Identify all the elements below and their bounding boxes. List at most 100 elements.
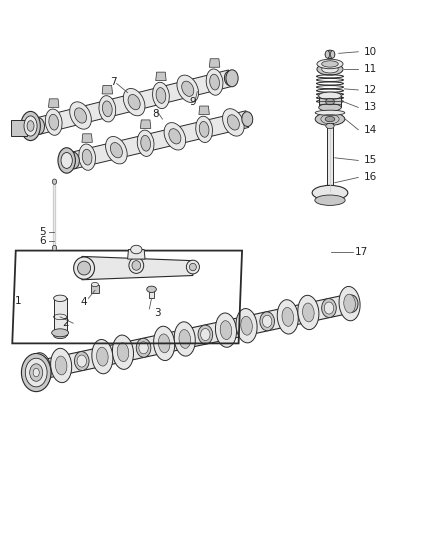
Ellipse shape bbox=[52, 329, 69, 337]
Ellipse shape bbox=[55, 356, 67, 375]
Ellipse shape bbox=[141, 135, 151, 151]
Ellipse shape bbox=[210, 74, 219, 90]
Ellipse shape bbox=[82, 149, 92, 165]
Ellipse shape bbox=[198, 325, 213, 344]
Ellipse shape bbox=[156, 87, 166, 103]
Ellipse shape bbox=[344, 294, 355, 313]
Ellipse shape bbox=[32, 118, 45, 134]
Ellipse shape bbox=[315, 110, 345, 115]
Polygon shape bbox=[82, 134, 92, 142]
Ellipse shape bbox=[99, 95, 116, 122]
Ellipse shape bbox=[137, 130, 154, 156]
Ellipse shape bbox=[317, 59, 343, 69]
Ellipse shape bbox=[282, 308, 293, 326]
Text: 17: 17 bbox=[355, 247, 368, 257]
Ellipse shape bbox=[74, 352, 89, 370]
Ellipse shape bbox=[241, 316, 252, 335]
Ellipse shape bbox=[326, 123, 334, 128]
Ellipse shape bbox=[53, 295, 67, 302]
Polygon shape bbox=[199, 106, 209, 115]
Text: 4: 4 bbox=[81, 297, 88, 307]
Ellipse shape bbox=[182, 81, 194, 96]
Ellipse shape bbox=[74, 257, 95, 279]
Ellipse shape bbox=[152, 82, 170, 109]
Ellipse shape bbox=[177, 75, 198, 102]
Ellipse shape bbox=[277, 300, 298, 334]
Ellipse shape bbox=[319, 104, 341, 111]
Ellipse shape bbox=[179, 329, 191, 349]
Ellipse shape bbox=[106, 136, 127, 164]
Ellipse shape bbox=[147, 286, 156, 293]
Ellipse shape bbox=[132, 261, 141, 270]
Ellipse shape bbox=[63, 156, 71, 168]
Ellipse shape bbox=[52, 245, 57, 251]
Ellipse shape bbox=[131, 245, 142, 254]
Ellipse shape bbox=[226, 70, 238, 87]
Polygon shape bbox=[39, 294, 351, 379]
Text: 15: 15 bbox=[364, 156, 377, 165]
Ellipse shape bbox=[317, 63, 343, 75]
Ellipse shape bbox=[58, 148, 75, 173]
Ellipse shape bbox=[298, 295, 319, 329]
Ellipse shape bbox=[325, 50, 335, 59]
Ellipse shape bbox=[315, 113, 345, 125]
Text: 6: 6 bbox=[39, 236, 46, 246]
Ellipse shape bbox=[206, 69, 223, 95]
Ellipse shape bbox=[102, 101, 112, 117]
Ellipse shape bbox=[325, 99, 334, 105]
Ellipse shape bbox=[330, 51, 335, 58]
Ellipse shape bbox=[324, 302, 334, 314]
Ellipse shape bbox=[70, 102, 92, 129]
Ellipse shape bbox=[325, 116, 335, 122]
Ellipse shape bbox=[110, 142, 122, 158]
Ellipse shape bbox=[92, 340, 113, 374]
Ellipse shape bbox=[53, 332, 67, 338]
Ellipse shape bbox=[262, 315, 272, 327]
Ellipse shape bbox=[30, 353, 51, 387]
Text: 7: 7 bbox=[110, 77, 117, 87]
Text: 10: 10 bbox=[364, 47, 377, 56]
Ellipse shape bbox=[49, 114, 59, 130]
Ellipse shape bbox=[260, 312, 275, 331]
Ellipse shape bbox=[78, 261, 91, 275]
Ellipse shape bbox=[61, 152, 72, 168]
Ellipse shape bbox=[77, 355, 86, 367]
Ellipse shape bbox=[24, 116, 37, 136]
Ellipse shape bbox=[124, 88, 145, 116]
Text: 14: 14 bbox=[364, 125, 377, 135]
Ellipse shape bbox=[199, 122, 209, 137]
Ellipse shape bbox=[136, 338, 151, 357]
Text: 8: 8 bbox=[152, 109, 159, 119]
Ellipse shape bbox=[117, 343, 129, 362]
Ellipse shape bbox=[322, 66, 338, 73]
Ellipse shape bbox=[322, 61, 338, 67]
Polygon shape bbox=[82, 256, 193, 280]
Ellipse shape bbox=[242, 112, 253, 126]
Ellipse shape bbox=[96, 347, 108, 366]
Ellipse shape bbox=[51, 349, 72, 383]
Polygon shape bbox=[72, 111, 249, 169]
Ellipse shape bbox=[74, 108, 87, 123]
Ellipse shape bbox=[139, 342, 148, 354]
Ellipse shape bbox=[215, 313, 237, 348]
Ellipse shape bbox=[28, 122, 36, 133]
Polygon shape bbox=[209, 59, 220, 67]
Polygon shape bbox=[156, 72, 166, 80]
Text: 11: 11 bbox=[364, 64, 377, 74]
Ellipse shape bbox=[189, 263, 196, 271]
Ellipse shape bbox=[154, 326, 175, 360]
Ellipse shape bbox=[113, 335, 134, 369]
Ellipse shape bbox=[220, 321, 232, 340]
Ellipse shape bbox=[30, 364, 43, 381]
Ellipse shape bbox=[319, 92, 341, 100]
Ellipse shape bbox=[315, 195, 345, 205]
Ellipse shape bbox=[321, 298, 336, 318]
Ellipse shape bbox=[25, 358, 47, 387]
Ellipse shape bbox=[128, 94, 140, 110]
Bar bbox=[319, 96, 341, 108]
Polygon shape bbox=[49, 99, 59, 107]
Text: 12: 12 bbox=[364, 85, 377, 95]
Bar bbox=[149, 289, 154, 298]
Ellipse shape bbox=[92, 282, 99, 287]
Text: 2: 2 bbox=[63, 318, 69, 328]
